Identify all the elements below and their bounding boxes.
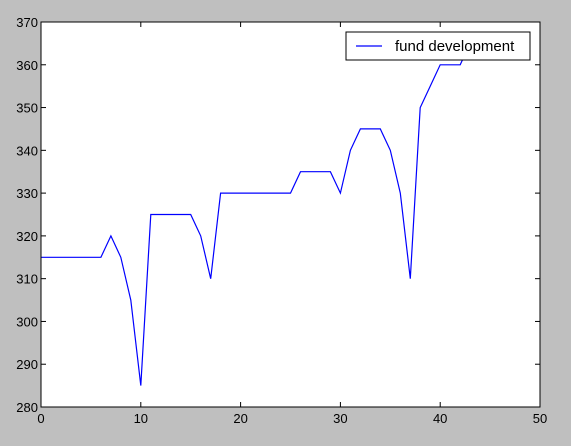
x-tick-label: 40 [433,411,447,426]
y-tick-label: 340 [16,143,38,158]
y-tick-label: 370 [16,15,38,30]
x-tick-label: 50 [533,411,547,426]
legend-label-fund-development: fund development [395,38,515,55]
y-tick-label: 360 [16,58,38,73]
plot-frame [40,21,541,408]
y-tick-label: 330 [16,186,38,201]
y-tick-label: 350 [16,101,38,116]
x-tick-label: 10 [134,411,148,426]
y-tick-label: 290 [16,357,38,372]
x-tick-label: 30 [333,411,347,426]
series-line [41,43,471,386]
y-tick-label: 320 [16,229,38,244]
plot-area [41,22,540,407]
y-tick-label: 310 [16,272,38,287]
legend: fund development [345,31,531,61]
y-tick-label: 300 [16,314,38,329]
x-tick-label: 0 [37,411,44,426]
tick-labels: 0 10 20 30 40 50 280 290 300 310 320 330 340 350 360 37… [16,15,547,426]
x-tick-label: 20 [233,411,247,426]
y-tick-label: 280 [16,400,38,415]
